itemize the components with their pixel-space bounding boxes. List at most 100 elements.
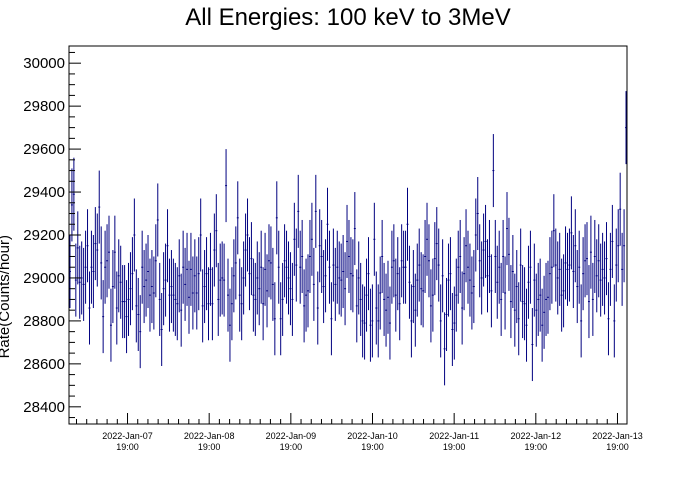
data-point — [449, 237, 452, 311]
data-point — [303, 269, 306, 343]
data-point — [308, 219, 311, 293]
data-point — [164, 243, 167, 317]
data-point — [513, 273, 516, 347]
data-point — [470, 256, 473, 330]
data-point — [387, 260, 389, 334]
data-point — [326, 187, 329, 261]
data-point — [310, 202, 313, 276]
data-point — [82, 247, 85, 321]
data-point — [78, 245, 81, 319]
data-point — [84, 230, 87, 304]
data-point — [357, 241, 360, 315]
data-point — [127, 262, 130, 336]
data-point — [580, 284, 583, 358]
data-point — [299, 230, 302, 304]
data-point — [441, 239, 444, 313]
data-point — [363, 286, 366, 360]
data-point — [334, 247, 337, 321]
data-point — [609, 232, 612, 306]
data-point — [545, 262, 548, 336]
data-point — [94, 207, 97, 281]
data-point — [422, 254, 425, 328]
data-point — [320, 219, 323, 293]
data-point — [268, 224, 270, 298]
x-tick-date-label: 2022-Jan-09 — [266, 431, 317, 441]
x-tick-time-label: 19:00 — [361, 442, 384, 452]
data-point — [213, 213, 216, 287]
data-point — [195, 256, 198, 330]
data-point — [566, 232, 569, 306]
data-point — [361, 284, 364, 358]
data-point — [191, 256, 194, 330]
data-point — [564, 226, 567, 300]
data-point — [433, 222, 436, 296]
data-point — [250, 222, 253, 296]
data-point — [472, 250, 475, 324]
data-point — [293, 202, 296, 276]
data-point — [225, 149, 228, 223]
data-point — [597, 224, 600, 298]
y-axis-label: Rate(Counts/hour) — [0, 235, 13, 358]
data-point — [133, 198, 136, 272]
data-point — [125, 280, 128, 354]
data-point — [482, 213, 485, 287]
data-point — [230, 267, 233, 341]
data-point — [426, 202, 428, 276]
data-point — [498, 230, 501, 304]
data-point — [227, 258, 229, 332]
data-point — [490, 254, 493, 328]
data-point — [287, 241, 290, 315]
data-point — [131, 237, 134, 311]
data-point — [550, 230, 553, 304]
data-point — [178, 239, 181, 313]
data-point — [402, 230, 405, 304]
data-point — [344, 252, 347, 326]
data-point — [86, 209, 89, 283]
data-point — [406, 187, 409, 261]
data-point — [324, 239, 327, 313]
chart-title: All Energies: 100 keV to 3MeV — [185, 4, 511, 31]
data-point — [189, 232, 192, 306]
data-point — [552, 194, 555, 268]
data-point — [111, 250, 114, 324]
data-point — [160, 292, 163, 367]
data-point — [301, 219, 304, 293]
data-point — [117, 239, 120, 313]
x-tick-time-label: 19:00 — [525, 442, 548, 452]
data-point — [383, 262, 386, 336]
data-point — [102, 280, 105, 354]
data-point — [488, 219, 491, 293]
data-point — [260, 230, 263, 304]
data-point — [291, 262, 294, 336]
x-tick-time-label: 19:00 — [606, 442, 629, 452]
data-point — [447, 243, 450, 317]
x-tick-time-label: 19:00 — [198, 442, 221, 452]
data-point — [390, 230, 393, 304]
data-point — [531, 308, 534, 382]
data-point — [275, 181, 278, 255]
data-point — [170, 250, 173, 324]
data-point — [621, 232, 624, 306]
data-point — [254, 262, 257, 336]
data-point — [385, 273, 388, 347]
data-point — [611, 204, 614, 278]
data-point — [617, 209, 620, 283]
data-point — [400, 224, 403, 298]
data-point — [307, 254, 309, 328]
data-point — [240, 267, 243, 341]
data-point — [176, 267, 179, 341]
data-point — [570, 196, 573, 270]
y-tick-label: 29400 — [23, 184, 65, 201]
data-point — [115, 271, 118, 345]
data-point — [349, 237, 352, 311]
data-point — [215, 194, 218, 268]
data-point — [439, 284, 442, 358]
data-point — [139, 295, 142, 369]
data-point — [521, 265, 524, 339]
data-point — [548, 237, 551, 311]
data-point — [480, 241, 483, 315]
data-point — [457, 230, 460, 304]
data-point — [285, 230, 288, 304]
data-point — [219, 243, 222, 317]
data-point — [264, 232, 267, 306]
